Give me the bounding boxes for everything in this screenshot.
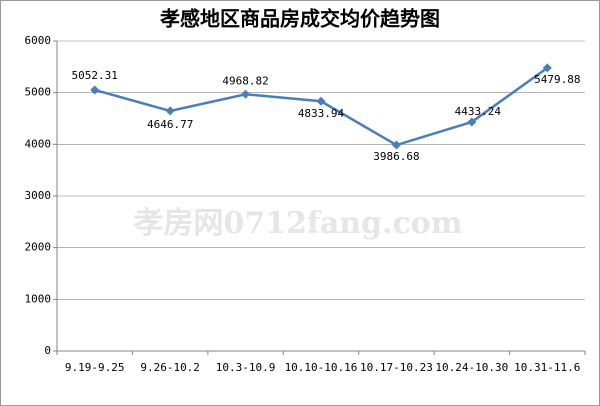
value-label: 5479.88 (534, 73, 580, 86)
x-tick-label: 10.3-10.9 (216, 361, 276, 374)
value-label: 4433.24 (455, 105, 502, 118)
y-tick-label: 0 (44, 344, 51, 357)
chart-title: 孝感地区商品房成交均价趋势图 (159, 7, 440, 31)
x-tick-label: 9.26-10.2 (140, 361, 200, 374)
value-label: 4833.94 (298, 107, 345, 120)
watermark: 孝房网0712fang.com (133, 206, 462, 241)
point (241, 89, 251, 99)
value-label: 3986.68 (373, 150, 419, 163)
x-tick-label: 10.24-10.30 (435, 361, 508, 374)
point (467, 117, 477, 127)
value-label: 4646.77 (147, 118, 193, 131)
x-tick-label: 9.19-9.25 (65, 361, 125, 374)
x-tick-label: 10.10-10.16 (285, 361, 358, 374)
x-tick-label: 10.17-10.23 (360, 361, 433, 374)
point (542, 63, 552, 73)
y-tick-label: 2000 (25, 241, 52, 254)
y-tick-label: 6000 (25, 34, 52, 47)
value-label: 5052.31 (72, 69, 118, 82)
point (391, 140, 401, 150)
value-label: 4968.82 (222, 74, 268, 87)
y-tick-label: 3000 (25, 189, 52, 202)
y-tick-label: 4000 (25, 137, 52, 150)
y-tick-label: 1000 (25, 292, 52, 305)
point (165, 106, 175, 116)
y-tick-label: 5000 (25, 86, 52, 99)
point (316, 96, 326, 106)
point (90, 85, 100, 95)
x-tick-label: 10.31-11.6 (514, 361, 580, 374)
